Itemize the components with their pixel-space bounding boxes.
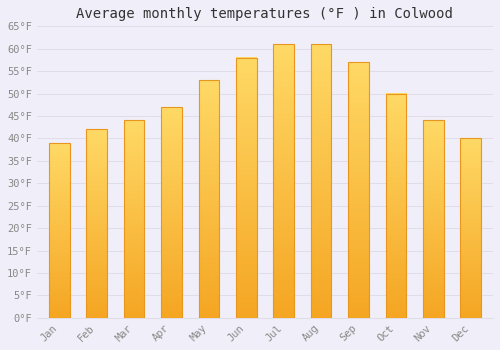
Bar — [460, 139, 481, 318]
Bar — [124, 120, 144, 318]
Bar — [348, 62, 368, 318]
Bar — [310, 44, 332, 318]
Bar — [86, 130, 107, 318]
Bar — [49, 143, 70, 318]
Bar — [386, 93, 406, 318]
Title: Average monthly temperatures (°F ) in Colwood: Average monthly temperatures (°F ) in Co… — [76, 7, 454, 21]
Bar — [161, 107, 182, 318]
Bar — [423, 120, 444, 318]
Bar — [198, 80, 219, 318]
Bar — [274, 44, 294, 318]
Bar — [236, 58, 256, 318]
